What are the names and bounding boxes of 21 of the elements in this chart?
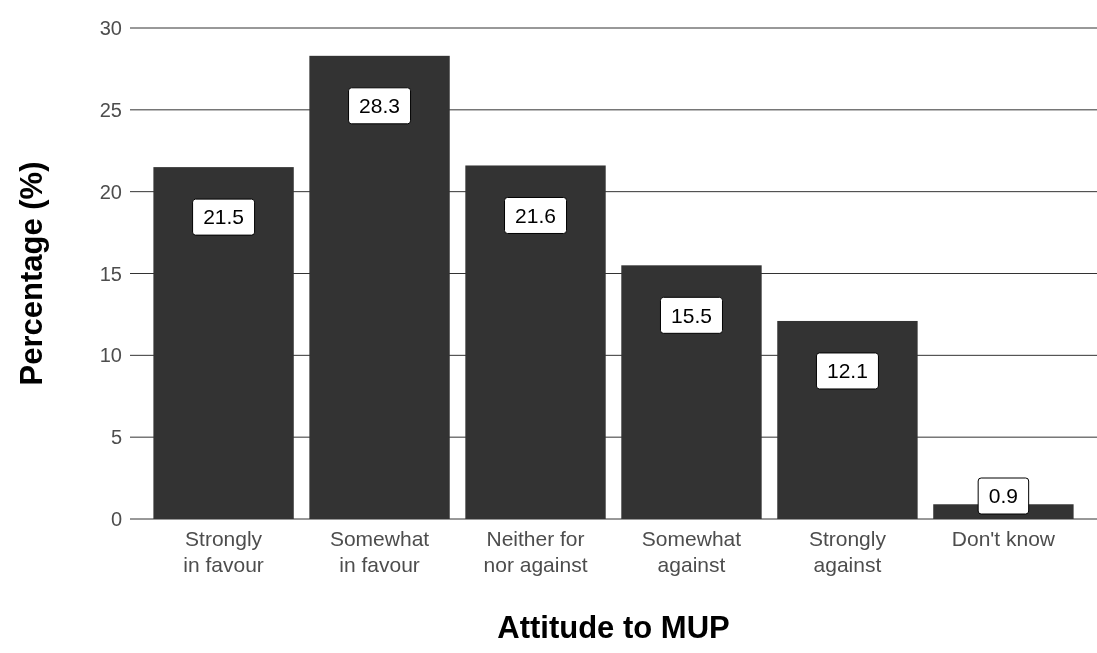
x-tick-label: Don't know bbox=[951, 527, 1056, 550]
y-tick-label: 25 bbox=[99, 98, 122, 121]
y-tick-label: 10 bbox=[99, 344, 122, 367]
x-tick-label: Somewhat in favour bbox=[329, 527, 430, 576]
data-label: 21.6 bbox=[515, 203, 556, 227]
data-label: 21.5 bbox=[203, 205, 245, 229]
x-tick-label: Neither for nor against bbox=[483, 527, 588, 576]
data-label: 28.3 bbox=[359, 94, 400, 118]
y-tick-label: 30 bbox=[99, 17, 122, 39]
y-axis-title: Percentage (%) bbox=[14, 161, 49, 386]
y-tick-label: 15 bbox=[99, 262, 122, 285]
x-tick-label: Strongly against bbox=[808, 527, 887, 576]
x-tick-label: Somewhat against bbox=[641, 527, 742, 576]
y-tick-label: 20 bbox=[99, 180, 122, 203]
y-tick-label: 5 bbox=[110, 426, 122, 449]
data-label: 0.9 bbox=[988, 484, 1019, 508]
data-label: 15.5 bbox=[671, 303, 712, 327]
data-label: 12.1 bbox=[827, 359, 868, 383]
y-tick-label: 0 bbox=[110, 508, 122, 530]
x-axis-title: Attitude to MUP bbox=[497, 610, 730, 645]
x-tick-label: Strongly in favour bbox=[183, 527, 264, 576]
